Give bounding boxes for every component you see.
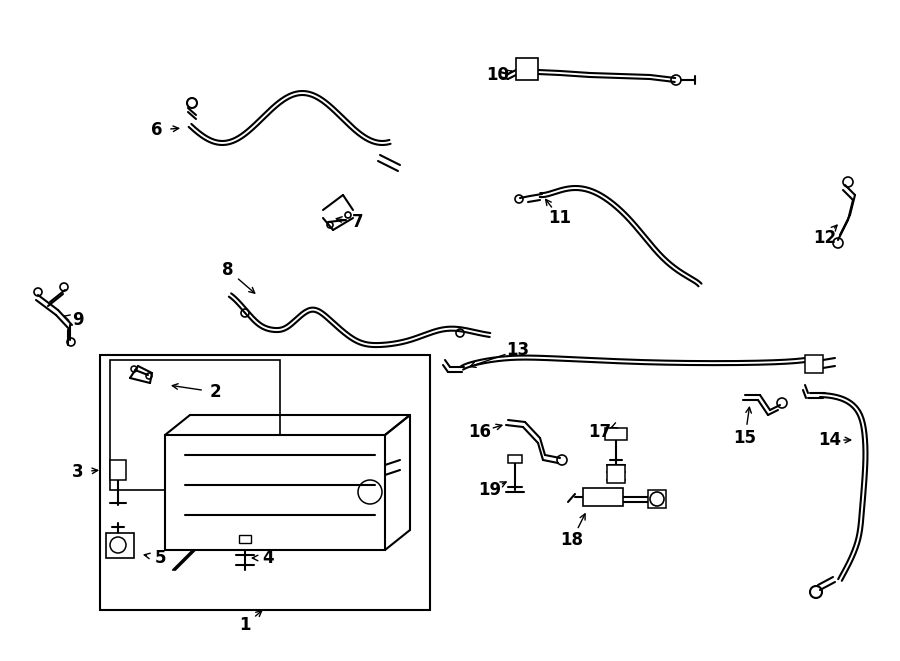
Text: 7: 7	[352, 213, 364, 231]
Text: 18: 18	[561, 531, 583, 549]
Bar	[110, 360, 280, 490]
Bar	[165, 435, 385, 550]
Text: 16: 16	[469, 423, 491, 441]
Bar	[607, 465, 625, 483]
Text: 9: 9	[72, 311, 84, 329]
Bar	[106, 533, 134, 558]
Bar	[516, 58, 538, 80]
Text: 15: 15	[734, 429, 757, 447]
Text: 8: 8	[222, 261, 234, 279]
Text: 14: 14	[818, 431, 842, 449]
Bar	[239, 535, 251, 543]
Text: 5: 5	[154, 549, 166, 567]
Bar	[100, 355, 430, 610]
Text: 10: 10	[487, 66, 509, 84]
Bar	[648, 490, 666, 508]
Text: 1: 1	[239, 616, 251, 634]
Bar	[583, 488, 623, 506]
Bar	[605, 428, 627, 440]
Text: 19: 19	[479, 481, 501, 499]
Text: 12: 12	[814, 229, 837, 247]
Text: 3: 3	[72, 463, 84, 481]
Text: 2: 2	[209, 383, 220, 401]
Text: 17: 17	[589, 423, 612, 441]
Bar	[110, 460, 126, 480]
Text: 13: 13	[507, 341, 529, 359]
Bar	[508, 455, 522, 463]
Text: 11: 11	[548, 209, 572, 227]
Text: 4: 4	[262, 549, 274, 567]
Bar	[805, 355, 823, 373]
Text: 6: 6	[151, 121, 163, 139]
